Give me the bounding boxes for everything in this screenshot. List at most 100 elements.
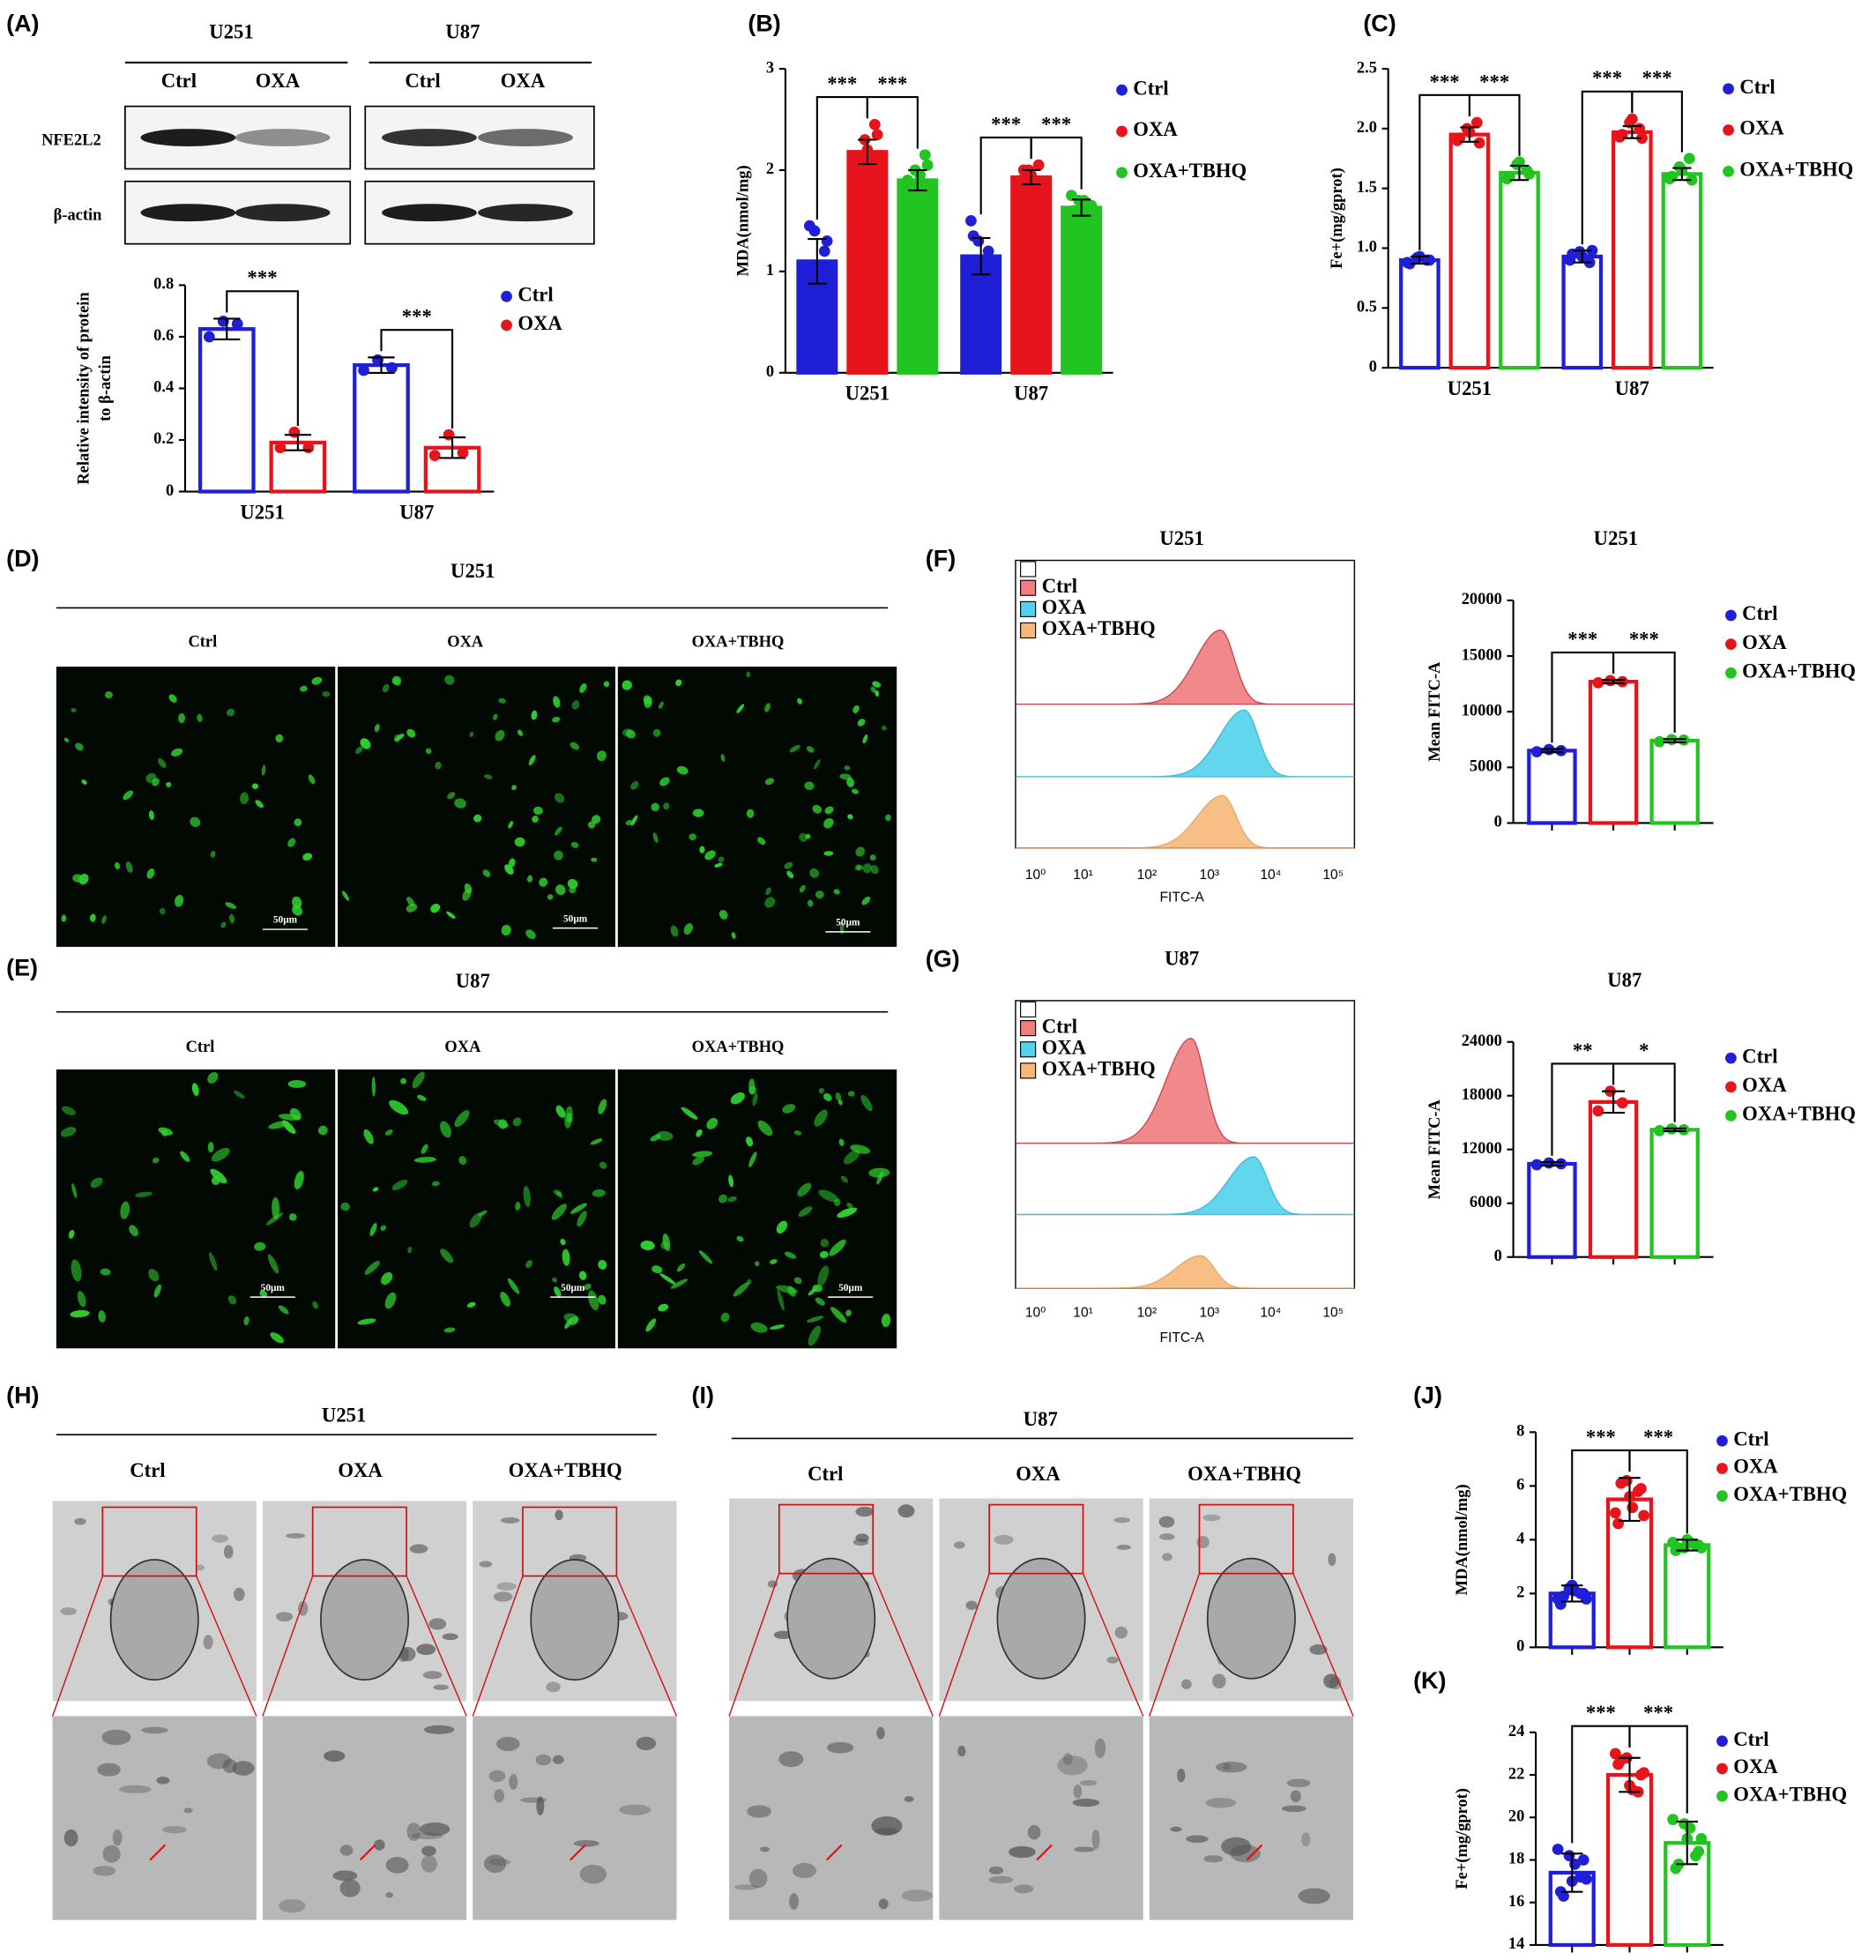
blot-band: [478, 204, 573, 222]
organelle: [988, 1875, 1014, 1884]
y-tick-label: 24000: [1462, 1032, 1502, 1049]
bar: [1612, 130, 1653, 370]
cell: [115, 862, 121, 870]
cell: [287, 1079, 307, 1088]
error-bar: [1602, 679, 1626, 685]
legend-label: OXA: [1742, 631, 1787, 653]
cell: [381, 1271, 393, 1286]
cell: [552, 716, 561, 723]
cell: [640, 1241, 655, 1251]
nucleus: [1206, 1557, 1296, 1680]
cell: [845, 1309, 852, 1316]
bar: [1649, 738, 1700, 825]
cell: [371, 1076, 376, 1097]
cell: [62, 1106, 76, 1115]
cell: [289, 1107, 302, 1121]
cell: [517, 729, 524, 736]
flow-title: U251: [1159, 527, 1203, 549]
legend-marker: [1725, 1110, 1737, 1122]
y-tick-label: 1.5: [1357, 178, 1377, 196]
cell: [852, 704, 860, 713]
data-point: [1403, 257, 1416, 270]
organelle: [385, 1892, 394, 1898]
organelle: [433, 1684, 449, 1690]
cell: [817, 1265, 830, 1287]
cell: [881, 725, 887, 731]
flow-histogram: [1015, 629, 1355, 705]
blot-band: [382, 204, 477, 222]
nucleus: [530, 1559, 620, 1681]
cell: [882, 1313, 891, 1328]
cell: [380, 1225, 387, 1231]
group-label: OXA+TBHQ: [692, 1038, 785, 1055]
cell: [838, 1138, 845, 1146]
cell: [730, 1092, 746, 1105]
cell: [662, 1233, 671, 1251]
legend-label: OXA: [1733, 1456, 1778, 1478]
panel-label: (H): [6, 1382, 39, 1409]
cell: [818, 1189, 838, 1203]
cell: [736, 704, 745, 713]
group-label: OXA+TBHQ: [692, 632, 785, 650]
cell-line-label: U251: [209, 21, 253, 43]
tem-image: [1149, 1716, 1353, 1920]
organelle: [297, 1601, 309, 1616]
legend-label: OXA+TBHQ: [1742, 660, 1856, 682]
y-tick-label: 6: [1516, 1476, 1524, 1494]
legend-marker: [1716, 1790, 1728, 1802]
cell: [374, 724, 380, 733]
data-point: [1695, 1542, 1708, 1554]
y-tick-label: 14: [1508, 1934, 1524, 1952]
cell: [650, 1134, 661, 1142]
data-point: [1032, 159, 1045, 171]
nucleus: [996, 1557, 1086, 1680]
cell: [243, 1315, 249, 1326]
cell: [785, 1251, 797, 1259]
cell: [562, 1248, 570, 1266]
data-point: [1592, 676, 1604, 689]
cell: [382, 683, 390, 693]
data-point: [967, 230, 979, 242]
panel-label: (C): [1363, 10, 1396, 36]
organelle: [501, 1517, 520, 1524]
organelle: [855, 1506, 874, 1517]
cell: [659, 777, 670, 786]
error-bar: [1460, 126, 1479, 143]
data-point: [1558, 1591, 1569, 1602]
legend-marker: [1725, 638, 1737, 650]
x-tick-label: U251: [845, 382, 890, 404]
x-tick-label: 10¹: [1073, 868, 1093, 883]
data-point: [1016, 175, 1027, 186]
zoom-line: [615, 1576, 678, 1717]
cell: [592, 1189, 606, 1197]
scale-bar-label: 50μm: [561, 1283, 585, 1293]
significance-label: ***: [1567, 628, 1597, 650]
flow-title: U87: [1165, 948, 1199, 970]
cell: [560, 1238, 566, 1246]
organelle: [421, 1855, 437, 1873]
cell: [675, 679, 682, 687]
cell: [270, 1332, 284, 1344]
blot-band: [478, 129, 573, 146]
cell: [159, 907, 166, 915]
organelle: [1113, 1517, 1131, 1524]
cell: [60, 1127, 77, 1137]
section-title: U251: [450, 560, 495, 582]
organelle: [855, 1533, 869, 1543]
data-point: [1552, 1844, 1564, 1855]
cell: [658, 701, 664, 709]
cell: [840, 1175, 848, 1183]
cell: [153, 1284, 161, 1298]
y-tick-label: 0: [1494, 813, 1502, 831]
legend-label: OXA+TBHQ: [1742, 1103, 1856, 1125]
organelle: [1073, 1784, 1083, 1799]
cell: [340, 1202, 350, 1211]
data-point: [1686, 174, 1698, 186]
data-point: [864, 149, 876, 161]
cell: [251, 783, 259, 790]
cell: [847, 814, 853, 820]
cell: [720, 754, 726, 762]
organelle: [579, 1864, 607, 1884]
zoom-line: [472, 1576, 524, 1717]
significance-label: ***: [827, 72, 857, 94]
